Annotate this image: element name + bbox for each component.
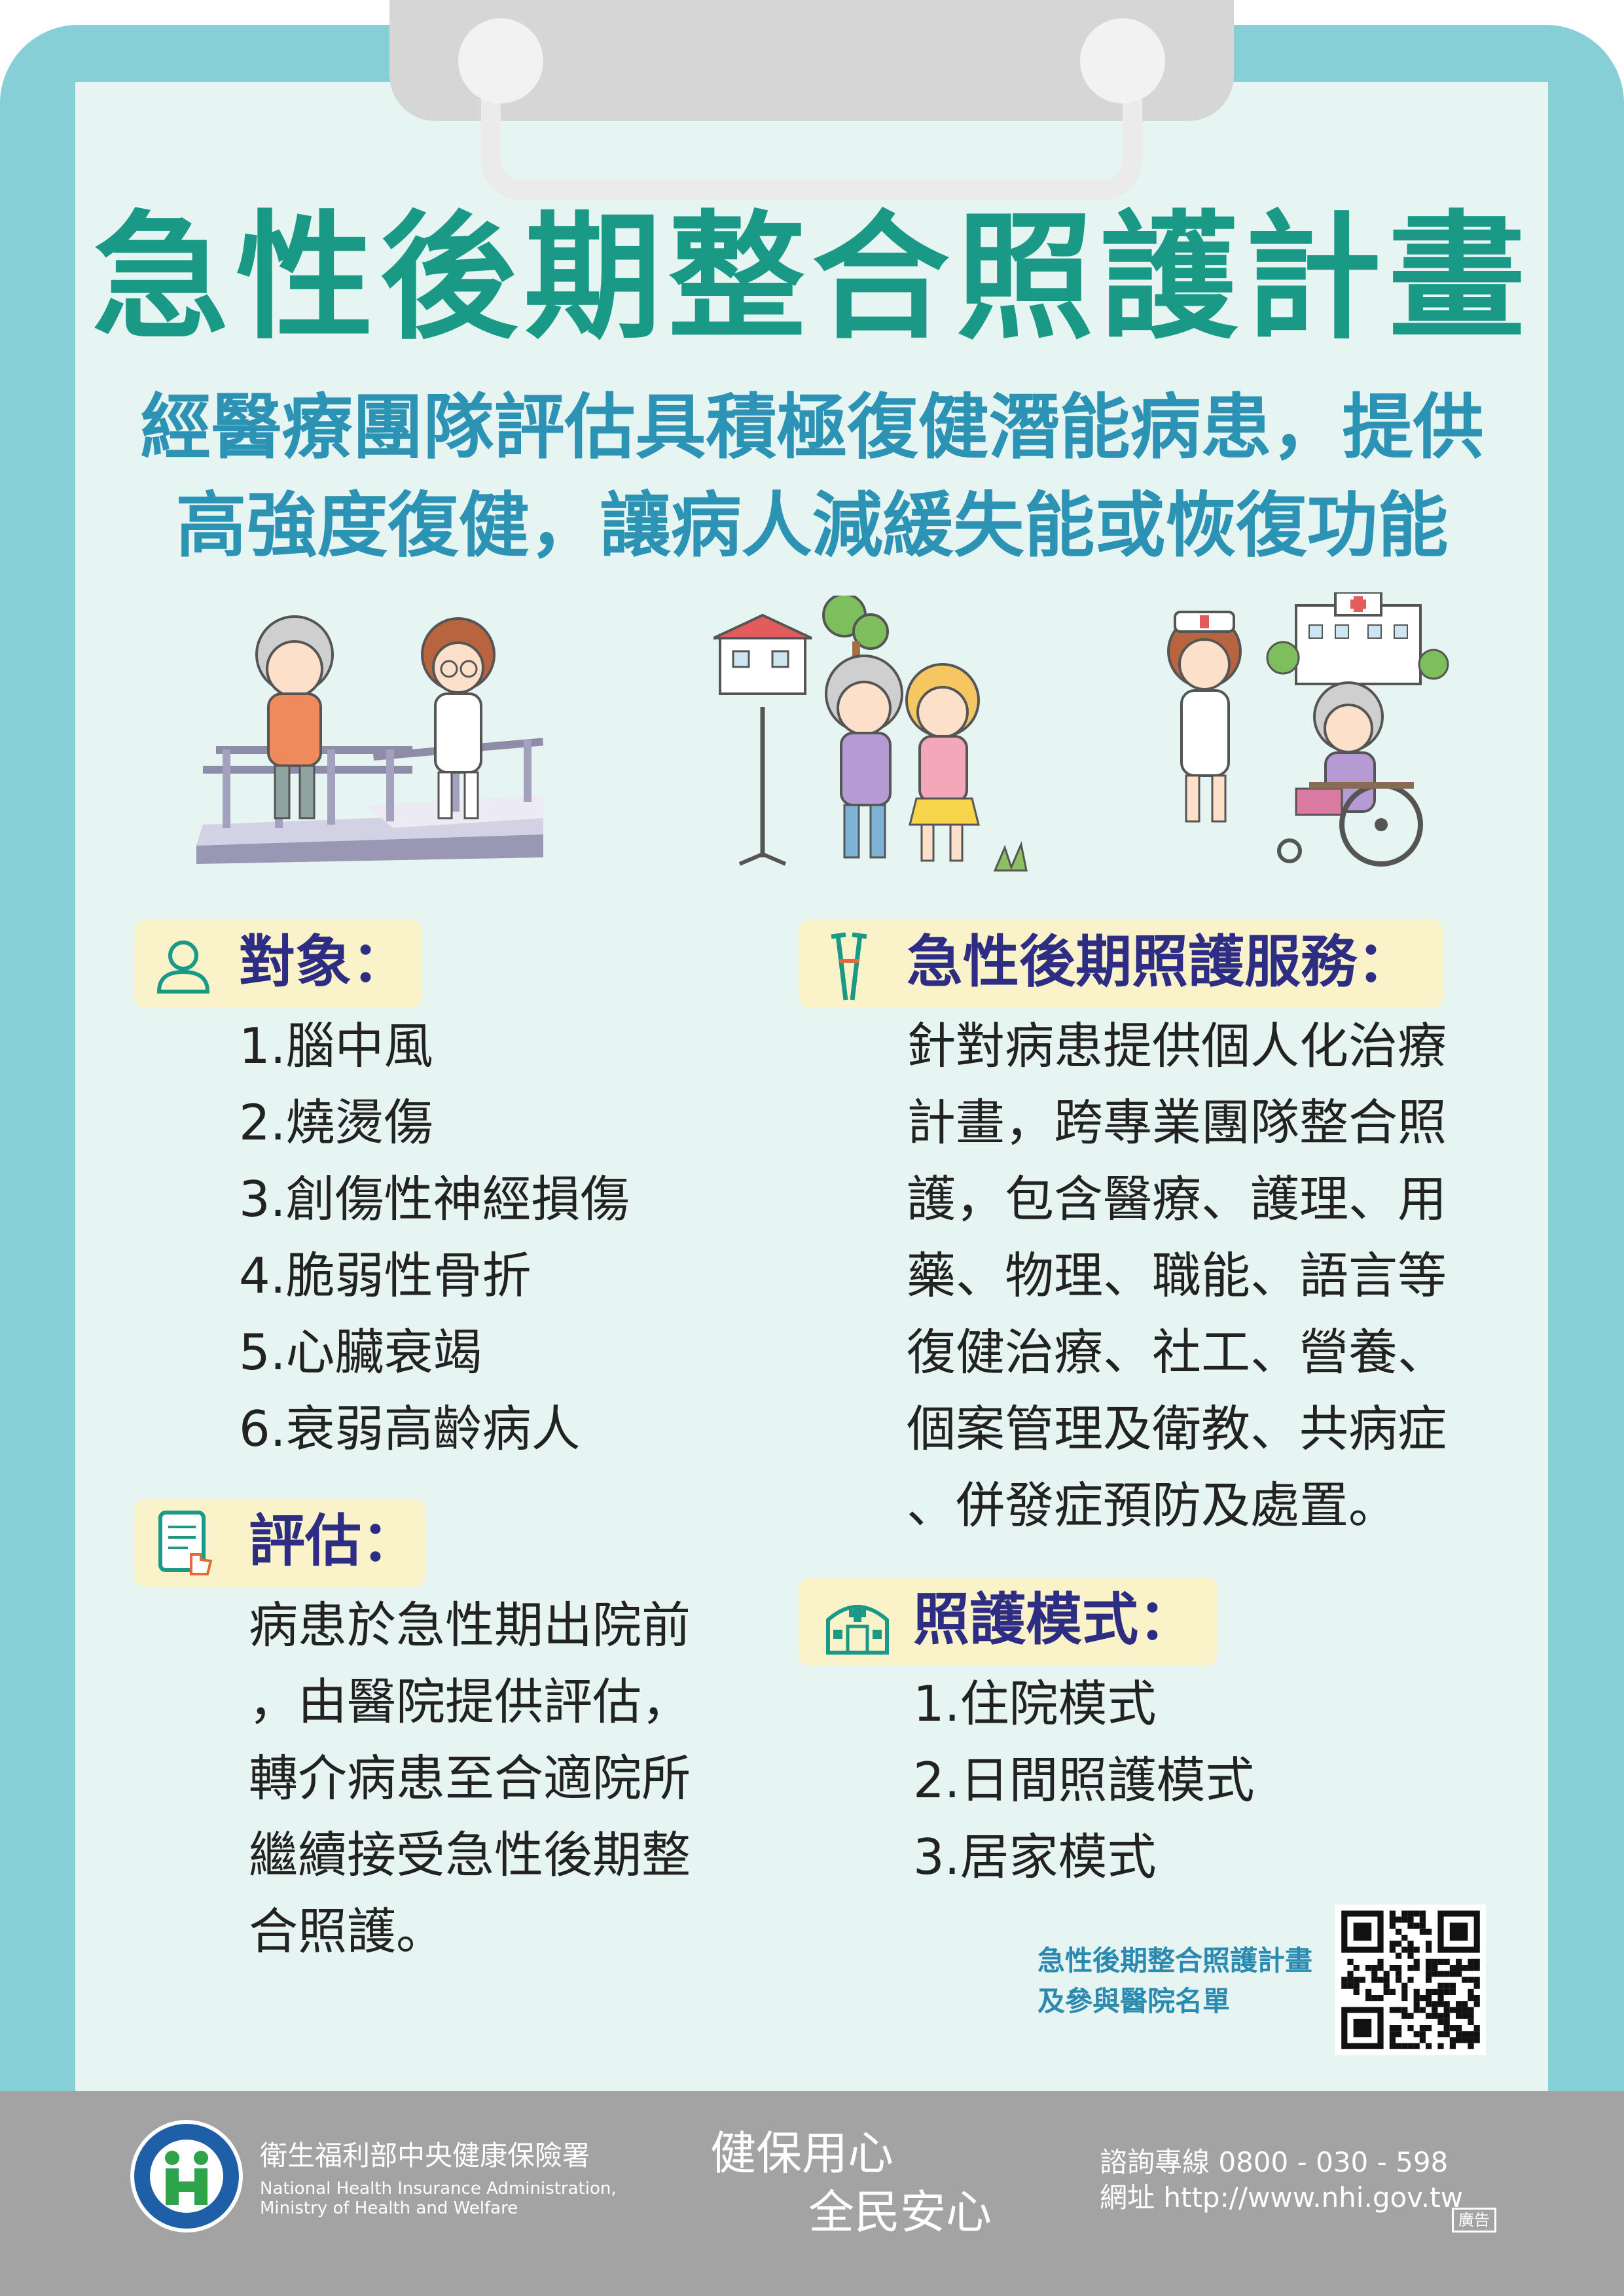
list-item: 1.腦中風 xyxy=(239,1017,433,1075)
targets-heading-box: 對象： xyxy=(134,920,422,1008)
subtitle-line-2: 高強度復健，讓病人減緩失能或恢復功能 xyxy=(175,485,1449,567)
list-item: 3.創傷性神經損傷 xyxy=(239,1170,630,1228)
list-item: 5.心臟衰竭 xyxy=(239,1323,482,1381)
clip-rivet-left xyxy=(458,18,543,103)
text-line: 合照護。 xyxy=(249,1903,446,1960)
org-name-en-line-1: National Health Insurance Administration… xyxy=(260,2179,617,2198)
slogan-line-1: 健保用心 xyxy=(710,2126,893,2180)
org-name-en-line-2: Ministry of Health and Welfare xyxy=(260,2198,518,2218)
org-name-zh: 衛生福利部中央健康保險署 xyxy=(260,2140,590,2172)
text-line: 計畫，跨專業團隊整合照 xyxy=(907,1094,1447,1151)
illustration-nurse-wheelchair xyxy=(1167,592,1449,867)
services-heading-box: 急性後期照護服務： xyxy=(799,920,1443,1008)
list-item: 4.脆弱性骨折 xyxy=(239,1247,532,1304)
crutches-icon xyxy=(831,932,867,1001)
text-line: 繼續接受急性後期整 xyxy=(249,1826,691,1884)
modes-list: 1.住院模式 2.日間照護模式 3.居家模式 xyxy=(913,1666,1255,1895)
text-line: 藥、物理、職能、語言等 xyxy=(907,1247,1447,1304)
clipboard-clip-ring xyxy=(481,26,1142,200)
text-line: 轉介病患至合適院所 xyxy=(249,1749,691,1807)
illustration-parallel-bars-rehab xyxy=(196,615,544,864)
list-item: 3.居家模式 xyxy=(913,1828,1157,1886)
modes-heading: 照護模式： xyxy=(913,1587,1195,1653)
qr-caption-line-2: 及參與醫院名單 xyxy=(1038,1985,1231,2017)
slogan-line-2: 全民安心 xyxy=(808,2185,992,2239)
text-line: ，由醫院提供評估， xyxy=(249,1673,691,1731)
clip-rivet-right xyxy=(1080,18,1165,103)
list-item: 6.衰弱高齡病人 xyxy=(239,1400,581,1458)
text-line: 針對病患提供個人化治療 xyxy=(907,1017,1447,1075)
poster-title: 急性後期整合照護計畫 xyxy=(92,198,1532,358)
services-heading: 急性後期照護服務： xyxy=(907,929,1413,995)
list-item: 2.燒燙傷 xyxy=(239,1094,433,1151)
poster-paper xyxy=(75,82,1548,2091)
assessment-heading-box: 評估： xyxy=(134,1499,425,1587)
qr-caption-line-1: 急性後期整合照護計畫 xyxy=(1038,1945,1313,1977)
text-line: 個案管理及衛教、共病症 xyxy=(907,1400,1447,1458)
list-item: 2.日間照護模式 xyxy=(913,1751,1255,1809)
qr-caption: 急性後期整合照護計畫 及參與醫院名單 xyxy=(1038,1941,1312,2022)
text-line: 病患於急性期出院前 xyxy=(249,1596,691,1654)
text-line: 、併發症預防及處置。 xyxy=(907,1477,1398,1534)
assessment-text: 病患於急性期出院前 ，由醫院提供評估， 轉介病患至合適院所 繼續接受急性後期整 … xyxy=(249,1587,691,1970)
assessment-heading: 評估： xyxy=(249,1509,418,1574)
text-line: 護，包含醫療、護理、用 xyxy=(907,1170,1447,1228)
hospital-building-icon xyxy=(826,1605,889,1655)
org-name-en: National Health Insurance Administration… xyxy=(260,2179,617,2218)
qr-code[interactable] xyxy=(1335,1905,1486,2055)
services-text: 針對病患提供個人化治療 計畫，跨專業團隊整合照 護，包含醫療、護理、用 藥、物理… xyxy=(907,1008,1447,1544)
nhi-logo xyxy=(130,2120,243,2233)
qr-code-pattern xyxy=(1341,1910,1480,2049)
list-item: 1.住院模式 xyxy=(913,1675,1157,1732)
hotline: 諮詢專線 0800 - 030 - 598 xyxy=(1100,2146,1449,2178)
clipboard-touch-icon xyxy=(158,1511,213,1575)
targets-heading: 對象： xyxy=(239,929,408,995)
targets-list: 1.腦中風 2.燒燙傷 3.創傷性神經損傷 4.脆弱性骨折 5.心臟衰竭 6.衰… xyxy=(239,1008,630,1467)
modes-heading-box: 照護模式： xyxy=(799,1577,1218,1666)
text-line: 復健治療、社工、營養、 xyxy=(907,1323,1447,1381)
footer: 衛生福利部中央健康保險署 National Health Insurance A… xyxy=(0,2091,1624,2296)
ad-label: 廣告 xyxy=(1452,2208,1496,2233)
illustration-walking-assist xyxy=(713,596,1028,872)
person-icon xyxy=(156,941,210,994)
subtitle-line-1: 經醫療團隊評估具積極復健潛能病患，提供 xyxy=(140,387,1484,469)
website-link[interactable]: 網址 http://www.nhi.gov.tw xyxy=(1100,2181,1463,2214)
